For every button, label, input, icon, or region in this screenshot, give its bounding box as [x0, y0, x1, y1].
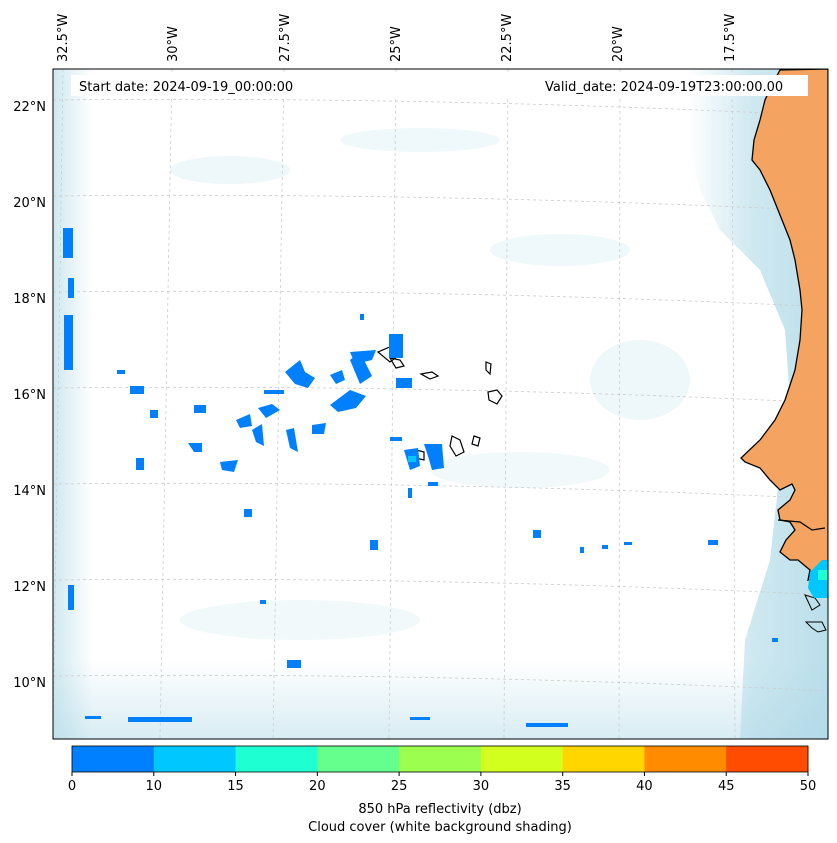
longitude-labels: 32.5°W 30°W 27.5°W 25°W 22.5°W 20°W 17.5… [56, 14, 738, 62]
colorbar-segment [153, 746, 237, 772]
colorbar [71, 745, 809, 773]
lat-label-18n: 18°N [13, 292, 46, 307]
lat-label-14n: 14°N [13, 484, 46, 499]
lon-label-25w: 25°W [389, 26, 404, 62]
colorbar-segment [480, 746, 564, 772]
colorbar-label-cloud: Cloud cover (white background shading) [308, 820, 572, 835]
colorbar-tick-label: 35 [554, 779, 571, 794]
map-frame [52, 68, 829, 740]
lon-label-27-5w: 27.5°W [278, 14, 293, 62]
colorbar-tick-label: 15 [227, 779, 244, 794]
colorbar-label-reflectivity: 850 hPa reflectivity (dbz) [358, 802, 521, 817]
colorbar-segment [317, 746, 400, 772]
colorbar-segment [644, 746, 727, 772]
colorbar-frame [71, 745, 809, 773]
gambia-river-outline [777, 519, 826, 531]
colorbar-segment [235, 746, 318, 772]
lat-label-12n: 12°N [13, 580, 46, 595]
colorbar-ticks: 0 10 15 20 25 30 35 40 45 50 [68, 772, 816, 794]
colorbar-tick-label: 10 [146, 779, 163, 794]
map-area [53, 69, 828, 739]
start-date-box [71, 75, 541, 96]
valid-date-box [540, 75, 808, 96]
start-date-text: Start date: 2024-09-19_00:00:00 [79, 80, 293, 95]
lat-label-20n: 20°N [13, 196, 46, 211]
colorbar-tick-label: 25 [391, 779, 408, 794]
colorbar-segment [399, 746, 482, 772]
valid-date-text: Valid_date: 2024-09-19T23:00:00.00 [545, 80, 783, 95]
africa-land [740, 69, 828, 582]
colorbar-tick-label: 50 [800, 779, 817, 794]
bissagos-islands [804, 594, 827, 633]
colorbar-segment [72, 746, 155, 772]
lon-label-32-5w: 32.5°W [56, 14, 71, 62]
colorbar-segment [562, 746, 645, 772]
latitude-labels: 22°N 20°N 18°N 16°N 14°N 12°N 10°N [13, 100, 46, 691]
lon-label-22-5w: 22.5°W [500, 14, 515, 62]
lon-label-20w: 20°W [611, 26, 626, 62]
reflectivity-cells [63, 228, 778, 727]
colorbar-tick-label: 30 [473, 779, 490, 794]
colorbar-tick-label: 0 [68, 779, 76, 794]
lon-label-17-5w: 17.5°W [723, 14, 738, 62]
graticule-grid [53, 69, 828, 739]
lat-label-16n: 16°N [13, 388, 46, 403]
lon-label-30w: 30°W [166, 26, 181, 62]
colorbar-segment [726, 746, 809, 772]
high-reflectivity-cells [408, 456, 828, 598]
lat-label-10n: 10°N [13, 676, 46, 691]
colorbar-tick-label: 45 [718, 779, 735, 794]
colorbar-tick-label: 40 [636, 779, 653, 794]
colorbar-tick-label: 20 [309, 779, 326, 794]
lat-label-22n: 22°N [13, 100, 46, 115]
